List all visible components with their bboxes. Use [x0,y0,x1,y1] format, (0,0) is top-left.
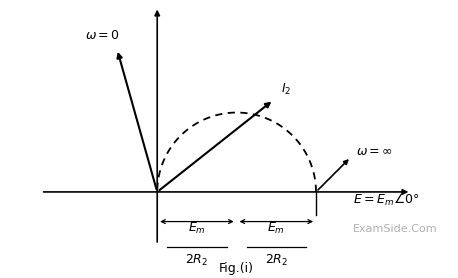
Text: $E = E_m\angle 0°$: $E = E_m\angle 0°$ [353,192,420,208]
Text: $2R_2$: $2R_2$ [265,253,288,269]
Text: $\omega$$=$$0$: $\omega$$=$$0$ [85,29,120,42]
Text: $2R_2$: $2R_2$ [185,253,208,269]
Text: $\omega$$=$$\infty$: $\omega$$=$$\infty$ [356,145,393,158]
Text: $I_2$: $I_2$ [281,82,291,97]
Text: ExamSide.Com: ExamSide.Com [353,224,438,234]
Text: Fig.(i): Fig.(i) [219,262,254,275]
Text: $E_m$: $E_m$ [267,221,285,236]
Text: $E_m$: $E_m$ [188,221,206,236]
